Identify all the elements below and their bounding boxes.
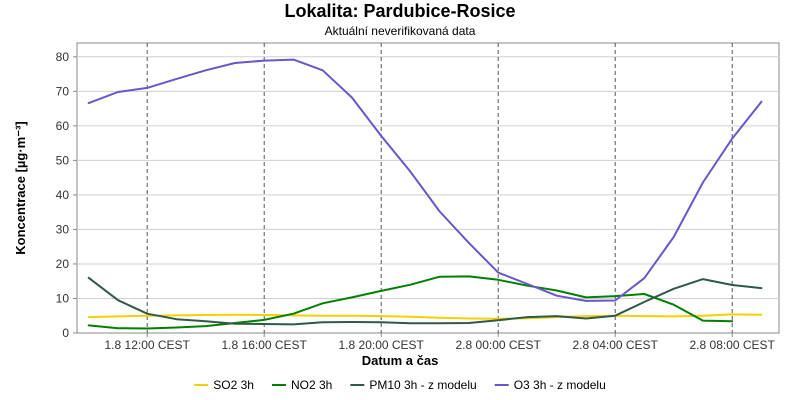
legend-item: O3 3h - z modelu bbox=[494, 378, 606, 392]
legend: SO2 3h NO2 3h PM10 3h - z modelu O3 3h - z … bbox=[194, 378, 606, 392]
series-line-no2-3h bbox=[87, 275, 734, 330]
x-tick-label: 1.8 12:00 CEST bbox=[105, 338, 191, 352]
y-tick-label: 50 bbox=[56, 153, 70, 167]
y-tick-label: 80 bbox=[56, 50, 70, 64]
series-line-pm10-3h-z-modelu bbox=[87, 276, 763, 326]
chart-title: Lokalita: Pardubice-Rosice bbox=[284, 1, 515, 21]
y-tick-label: 40 bbox=[56, 188, 70, 202]
x-tick-label: 2.8 08:00 CEST bbox=[690, 338, 776, 352]
legend-item: SO2 3h bbox=[194, 378, 254, 392]
legend-label: PM10 3h - z modelu bbox=[369, 378, 476, 392]
y-axis-ticks: 0 10 20 30 40 50 60 70 80 bbox=[56, 50, 77, 340]
y-tick-label: 0 bbox=[62, 326, 69, 340]
series-line-so2-3h bbox=[87, 313, 763, 320]
series-line-o3-3h-z-modelu bbox=[87, 58, 763, 302]
legend-label: O3 3h - z modelu bbox=[514, 378, 606, 392]
x-tick-label: 1.8 16:00 CEST bbox=[222, 338, 308, 352]
legend-label: NO2 3h bbox=[291, 378, 332, 392]
x-axis-ticks: 1.8 12:00 CEST 1.8 16:00 CEST 1.8 20:00 CE… bbox=[105, 333, 776, 352]
x-tick-label: 2.8 00:00 CEST bbox=[456, 338, 542, 352]
chart-subtitle: Aktuální neverifikovaná data bbox=[325, 24, 476, 38]
y-axis-label: Koncentrace [µg·m⁻³] bbox=[13, 121, 28, 255]
y-tick-label: 20 bbox=[56, 257, 70, 271]
y-tick-label: 60 bbox=[56, 119, 70, 133]
legend-label: SO2 3h bbox=[213, 378, 254, 392]
x-axis-label: Datum a čas bbox=[362, 353, 439, 368]
x-tick-label: 1.8 20:00 CEST bbox=[339, 338, 425, 352]
legend-item: NO2 3h bbox=[271, 378, 332, 392]
y-tick-label: 10 bbox=[56, 291, 70, 305]
legend-item: PM10 3h - z modelu bbox=[350, 378, 477, 392]
y-tick-label: 30 bbox=[56, 222, 70, 236]
x-tick-label: 2.8 04:00 CEST bbox=[573, 338, 659, 352]
series-lines bbox=[87, 58, 763, 330]
y-tick-label: 70 bbox=[56, 84, 70, 98]
gridlines bbox=[77, 43, 779, 333]
